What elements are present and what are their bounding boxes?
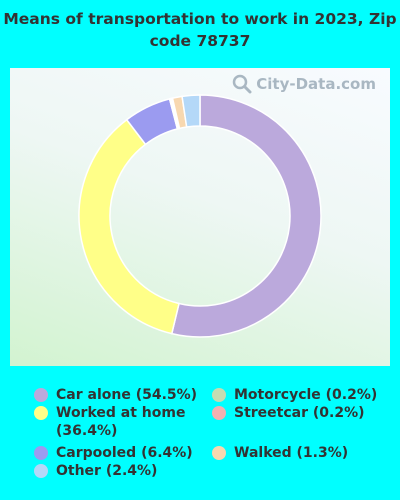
- watermark-text: City-Data.com: [256, 75, 376, 93]
- legend-swatch: [34, 464, 48, 478]
- legend-item: Walked (1.3%): [212, 444, 348, 462]
- legend-label: Worked at home (36.4%): [56, 405, 186, 439]
- legend-label: Walked (1.3%): [234, 445, 349, 461]
- legend-swatch: [34, 446, 48, 460]
- plot-area: City-Data.com: [10, 68, 390, 366]
- legend-item: Car alone (54.5%): [34, 386, 197, 404]
- legend-label: Car alone (54.5%): [56, 387, 198, 403]
- legend-item: Motorcycle (0.2%): [212, 386, 377, 404]
- donut-slice-1: [78, 118, 180, 335]
- legend-swatch: [212, 388, 226, 402]
- donut-slice-6: [181, 94, 201, 128]
- donut-chart: [78, 94, 322, 338]
- watermark: City-Data.com: [232, 74, 376, 94]
- legend: Car alone (54.5%) Worked at home (36.4%) C…: [0, 384, 400, 494]
- magnifier-icon: [233, 74, 252, 94]
- legend-label: Motorcycle (0.2%): [234, 387, 378, 403]
- legend-label: Streetcar (0.2%): [234, 405, 365, 421]
- legend-item: Streetcar (0.2%): [212, 404, 365, 422]
- legend-swatch: [34, 388, 48, 402]
- legend-label: Other (2.4%): [56, 463, 158, 479]
- legend-swatch: [212, 406, 226, 420]
- legend-item: Carpooled (6.4%): [34, 444, 193, 462]
- legend-label: Carpooled (6.4%): [56, 445, 193, 461]
- legend-item: Worked at home (36.4%): [34, 404, 186, 440]
- legend-swatch: [212, 446, 226, 460]
- chart-title: Means of transportation to work in 2023,…: [3, 10, 397, 50]
- legend-swatch: [34, 406, 48, 420]
- donut-slice-0: [170, 94, 322, 338]
- legend-item: Other (2.4%): [34, 462, 157, 480]
